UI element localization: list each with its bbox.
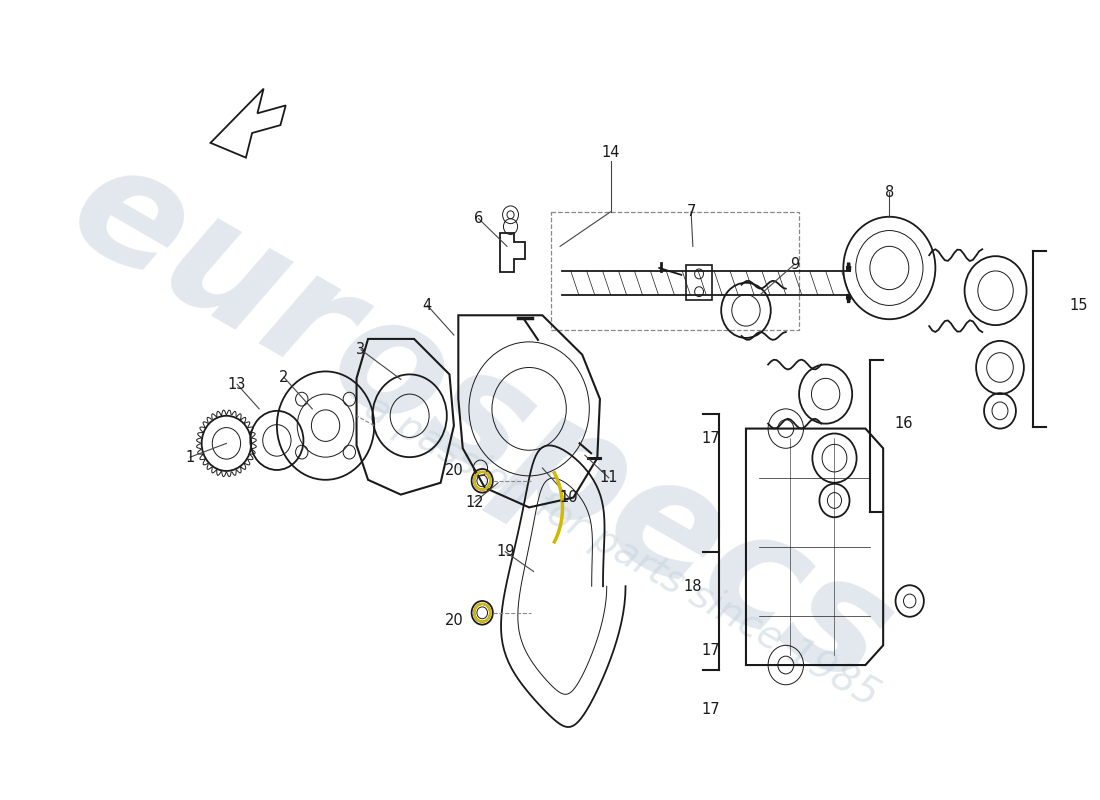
Text: 6: 6: [474, 211, 483, 226]
Text: 1: 1: [186, 450, 195, 465]
Text: 9: 9: [790, 257, 800, 271]
Text: 17: 17: [702, 702, 719, 717]
Text: 18: 18: [683, 578, 702, 594]
Text: 12: 12: [465, 495, 484, 510]
Text: 20: 20: [444, 613, 463, 628]
Text: 15: 15: [1069, 298, 1088, 313]
Text: 13: 13: [228, 377, 246, 392]
Text: 3: 3: [356, 342, 365, 358]
Text: 17: 17: [702, 642, 719, 658]
Text: eurospecs: eurospecs: [44, 127, 917, 720]
Text: 17: 17: [702, 431, 719, 446]
Text: 20: 20: [444, 463, 463, 478]
Text: 4: 4: [422, 298, 432, 313]
Text: 19: 19: [496, 544, 515, 559]
Text: 14: 14: [602, 146, 619, 160]
Text: 16: 16: [894, 416, 913, 431]
Text: 7: 7: [686, 204, 696, 219]
Text: a passion for parts since 1985: a passion for parts since 1985: [359, 389, 886, 715]
Text: 8: 8: [884, 185, 894, 200]
Text: 2: 2: [279, 370, 288, 385]
Text: 10: 10: [560, 490, 579, 505]
Text: 11: 11: [600, 470, 618, 486]
